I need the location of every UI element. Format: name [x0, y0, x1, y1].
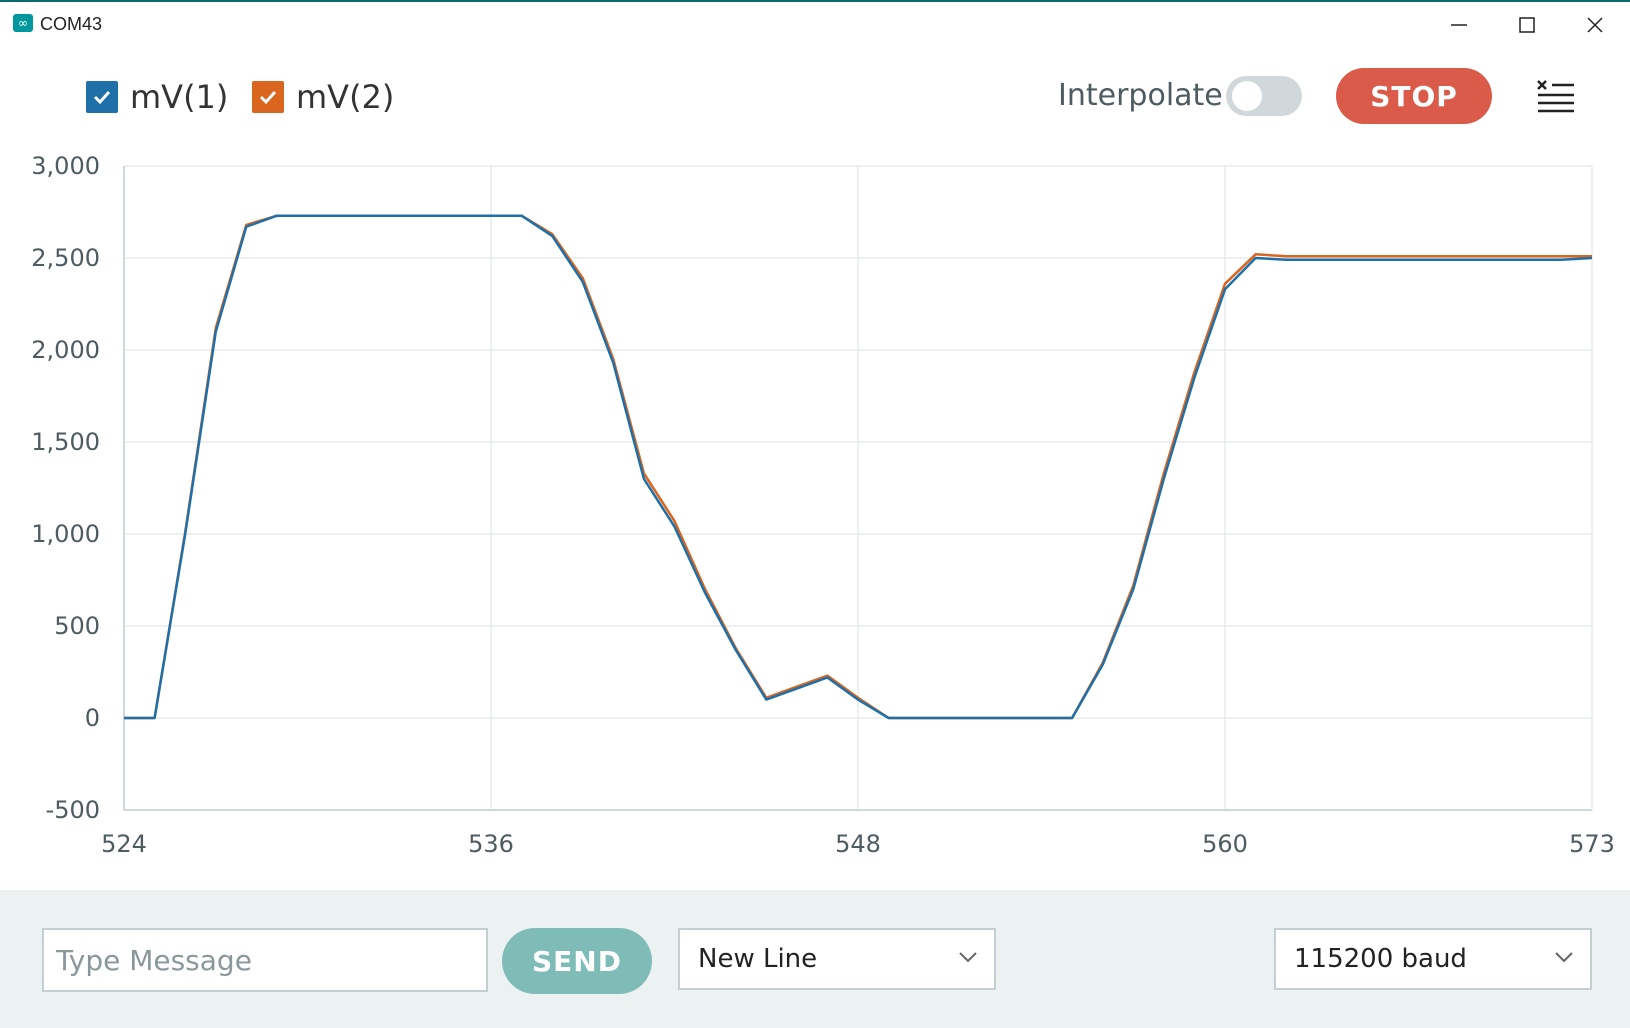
- chevron-down-icon: [1555, 952, 1573, 963]
- interpolate-label: Interpolate: [1058, 78, 1223, 113]
- minimize-icon: [1451, 24, 1467, 26]
- y-tick-label: 1,000: [31, 520, 100, 548]
- baud-rate-select[interactable]: 115200 baud: [1274, 928, 1592, 990]
- toggle-knob: [1232, 81, 1262, 111]
- clear-list-icon[interactable]: [1536, 78, 1576, 114]
- close-icon: [1587, 17, 1603, 33]
- x-tick-label: 548: [835, 830, 881, 858]
- legend-item-mv2[interactable]: mV(2): [252, 77, 394, 117]
- arduino-infinity-icon: ∞: [13, 14, 33, 32]
- plot-area: 3,000 2,500 2,000 1,500 1,000 500 0 -500 524 536 5…: [0, 150, 1630, 890]
- maximize-button[interactable]: [1504, 6, 1550, 44]
- line-ending-select[interactable]: New Line: [678, 928, 996, 990]
- message-input[interactable]: [42, 928, 488, 992]
- y-tick-label: -500: [46, 796, 100, 824]
- send-button[interactable]: SEND: [502, 928, 652, 994]
- y-tick-label: 0: [85, 704, 100, 732]
- chevron-down-icon: [959, 952, 977, 963]
- x-tick-label: 560: [1202, 830, 1248, 858]
- line-ending-value: New Line: [698, 944, 818, 974]
- minimize-button[interactable]: [1436, 6, 1482, 44]
- y-tick-label: 500: [54, 612, 100, 640]
- message-bar: SEND New Line 115200 baud: [0, 890, 1630, 1028]
- close-button[interactable]: [1572, 6, 1618, 44]
- legend-label-mv2: mV(2): [296, 78, 395, 116]
- y-tick-label: 2,500: [31, 244, 100, 272]
- y-tick-label: 1,500: [31, 428, 100, 456]
- x-tick-label: 524: [101, 830, 147, 858]
- series-line-mv1: [124, 214, 1593, 720]
- x-tick-label: 573: [1569, 830, 1615, 858]
- window-title: COM43: [40, 14, 103, 34]
- y-tick-label: 2,000: [31, 336, 100, 364]
- interpolate-toggle[interactable]: [1226, 76, 1302, 116]
- checkbox-mv2[interactable]: [252, 81, 284, 113]
- y-tick-label: 3,000: [31, 152, 100, 180]
- x-tick-label: 536: [468, 830, 514, 858]
- title-bar: ∞ COM43: [0, 0, 1630, 46]
- legend-item-mv1[interactable]: mV(1): [86, 77, 228, 117]
- baud-rate-value: 115200 baud: [1294, 944, 1467, 974]
- checkmark-icon: [93, 90, 111, 105]
- checkmark-icon: [259, 90, 277, 105]
- maximize-icon: [1519, 17, 1535, 33]
- checkbox-mv1[interactable]: [86, 81, 118, 113]
- stop-button[interactable]: STOP: [1336, 68, 1492, 124]
- legend-label-mv1: mV(1): [130, 78, 229, 116]
